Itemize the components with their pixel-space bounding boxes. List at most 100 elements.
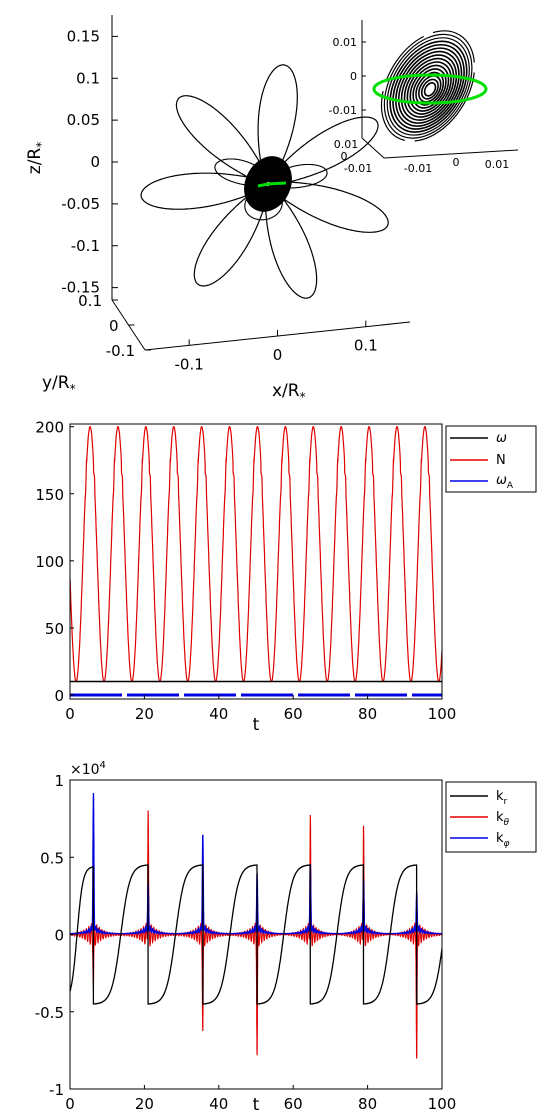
panel-2-x-tick-label: 20 xyxy=(135,705,154,723)
inset-trajectory-loop xyxy=(397,50,460,124)
inset-x-axis-line xyxy=(383,149,519,159)
panel-3-x-tick-label: 80 xyxy=(358,1095,377,1113)
z-tick-label: 0.05 xyxy=(67,111,100,129)
trajectory-core-loop xyxy=(249,163,287,205)
z-ticks: 0.15 0.1 0.05 0 -0.05 -0.1 -0.15 xyxy=(61,27,118,297)
trajectory-core-loop xyxy=(247,160,289,208)
trajectory-core-loop xyxy=(245,158,291,210)
trajectory-core-loop xyxy=(253,166,283,202)
trajectory-core-loop xyxy=(256,170,280,198)
z-axis-label: z/R* xyxy=(25,142,48,174)
x-tick-label: -0.1 xyxy=(175,355,204,373)
legend-ktheta-label: kθ xyxy=(496,810,510,828)
panel-2-plot xyxy=(69,426,443,697)
panel-2-x-tick-label: 0 xyxy=(65,705,75,723)
inset-y-axis-line xyxy=(361,137,385,159)
panel-3-x-tick-label: 60 xyxy=(284,1095,303,1113)
y-axis-label: y/R* xyxy=(42,373,76,396)
inset-trajectory-loop xyxy=(412,68,447,109)
panel-3-y-tick-label: 0 xyxy=(54,927,64,945)
inset-trajectory-loop xyxy=(380,30,476,142)
panel-wavevector: 0 20 40 60 80 100 1 0.5 0 -0.5 -1 ×104 t kr kθ kφ xyxy=(35,760,537,1115)
inset-base-tick-label: 0 xyxy=(341,150,348,163)
panel-2-legend: ω N ωA xyxy=(445,425,537,493)
panel-3-x-tick-label: 40 xyxy=(209,1095,228,1113)
y-tick-label: 0 xyxy=(109,317,119,335)
trajectory-core-loop xyxy=(248,161,288,207)
panel-2-x-tick-label: 100 xyxy=(428,705,457,723)
trajectory-core-loop xyxy=(257,171,279,197)
panel-2-x-axis-label: t xyxy=(253,715,260,735)
inset-trajectory-loop xyxy=(383,33,473,139)
trajectory-core-loop xyxy=(246,159,290,209)
y-tick-label: -0.1 xyxy=(106,342,135,360)
panel-3-legend: kr kθ kφ xyxy=(445,781,537,853)
trajectory-core-loop xyxy=(251,164,285,204)
inset-trajectory-loop xyxy=(418,75,442,103)
inset-trajectory-loop xyxy=(420,78,439,100)
panel-2-x-tick-label: 40 xyxy=(209,705,228,723)
legend-omega-label: ω xyxy=(496,431,507,446)
z-tick-label: 0.15 xyxy=(67,27,100,45)
inset-trajectory-loop xyxy=(389,40,468,133)
inset-trajectory-loop xyxy=(406,61,452,115)
inset-z-tick-label: 0 xyxy=(350,70,357,83)
trajectory-core-loop xyxy=(244,156,292,212)
y-tick-label: 0.1 xyxy=(78,292,102,310)
trajectory-green-segment xyxy=(257,181,287,188)
trajectory-core-loop xyxy=(261,176,275,192)
inset-base-tick-label: 0 xyxy=(453,156,460,169)
panel-3-y-tick-label: -0.5 xyxy=(35,1004,64,1022)
series-N-line xyxy=(69,426,443,683)
inset-ticks: 0.010-0.010.010-0.01 -0.01 0 0.01 xyxy=(329,36,510,175)
trajectory-rosette xyxy=(140,64,389,299)
trajectory-core-loop xyxy=(259,174,277,194)
inset-base-tick-label: -0.01 xyxy=(404,162,432,175)
xy-ticks: 0.1 0 -0.1 -0.1 0 0.1 xyxy=(78,292,378,373)
panel-3-x-tick-label: 100 xyxy=(428,1095,457,1113)
legend-n-label: N xyxy=(496,453,506,468)
trajectory xyxy=(140,64,389,299)
panel-3-x-tick-label: 20 xyxy=(135,1095,154,1113)
panel-3-y-tick-label: -1 xyxy=(49,1081,64,1099)
inset-trajectory-loop xyxy=(423,82,437,97)
panel-3-x-axis-label: t xyxy=(253,1095,260,1115)
panel-3d: 0.150.10.050-0.05-0.1-0.15 0.10-0.1-0.10… xyxy=(25,15,519,404)
trajectory-core-loop xyxy=(259,173,277,195)
panel-2-frame xyxy=(69,423,443,700)
trajectory-core-loop xyxy=(258,172,278,196)
inset-z-tick-label: -0.01 xyxy=(329,104,357,117)
inset-base-tick-label: -0.01 xyxy=(344,162,372,175)
trajectory-core-loop xyxy=(262,177,274,191)
z-tick-label: -0.05 xyxy=(61,195,100,213)
panel-3-plot xyxy=(69,793,443,1059)
panel-2-y-tick-label: 150 xyxy=(35,486,64,504)
panel-3-ticks: 0 20 40 60 80 100 1 0.5 0 -0.5 -1 xyxy=(35,772,457,1113)
inset-z-tick-label: 0.01 xyxy=(333,36,358,49)
inset-green-orbit xyxy=(372,73,488,105)
panel-frequencies: 0 20 40 60 80 100 0 50 100 150 200 t ω N ωA xyxy=(35,419,537,735)
panel-2-legend-box xyxy=(445,425,537,493)
panel-3-x-tick-label: 0 xyxy=(65,1095,75,1113)
series-k-phi-line xyxy=(69,793,443,936)
trajectory-core-loop xyxy=(255,169,281,199)
legend-kr-label: kr xyxy=(496,789,508,807)
legend-kphi-label: kφ xyxy=(496,831,510,849)
inset-trajectory xyxy=(372,30,488,142)
inset: 0.010-0.010.010-0.01 -0.01 0 0.01 xyxy=(329,20,519,175)
trajectory-core-loop xyxy=(254,168,282,200)
panel-2-y-tick-label: 100 xyxy=(35,553,64,571)
panel-2-x-tick-label: 60 xyxy=(284,705,303,723)
z-tick-label: -0.1 xyxy=(71,237,100,255)
trajectory-core-loop xyxy=(250,163,286,205)
panel-3-y-tick-label: 1 xyxy=(54,772,64,790)
z-tick-label: 0.1 xyxy=(76,69,100,87)
series-k-r-line xyxy=(69,864,443,1005)
panel-3-y-tick-label: 0.5 xyxy=(40,849,64,867)
inset-base-tick-label: 0.01 xyxy=(334,138,359,151)
panel-3-exponent-label: ×104 xyxy=(70,760,106,778)
trajectory-core-loop xyxy=(263,178,273,190)
panel-2-y-tick-label: 50 xyxy=(45,620,64,638)
trajectory-core-loop xyxy=(249,162,287,206)
inset-base-tick-label: 0.01 xyxy=(485,158,510,171)
